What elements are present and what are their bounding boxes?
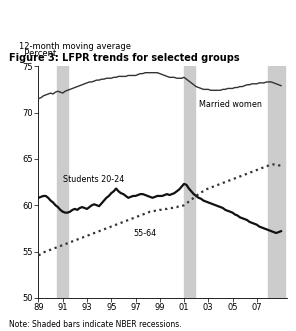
Text: Percent: Percent (19, 49, 57, 58)
Bar (57, 66, 67, 298)
Text: Note: Shaded bars indicate NBER recessions.: Note: Shaded bars indicate NBER recessio… (9, 320, 181, 329)
Text: 55-64: 55-64 (133, 229, 156, 238)
Text: Students 20-24: Students 20-24 (63, 175, 124, 184)
Text: 12-month moving average: 12-month moving average (19, 42, 131, 51)
Text: Figure 3: LFPR trends for selected groups: Figure 3: LFPR trends for selected group… (9, 53, 239, 63)
Bar (268, 66, 285, 298)
Bar (184, 66, 195, 298)
Text: Married women: Married women (199, 100, 261, 109)
